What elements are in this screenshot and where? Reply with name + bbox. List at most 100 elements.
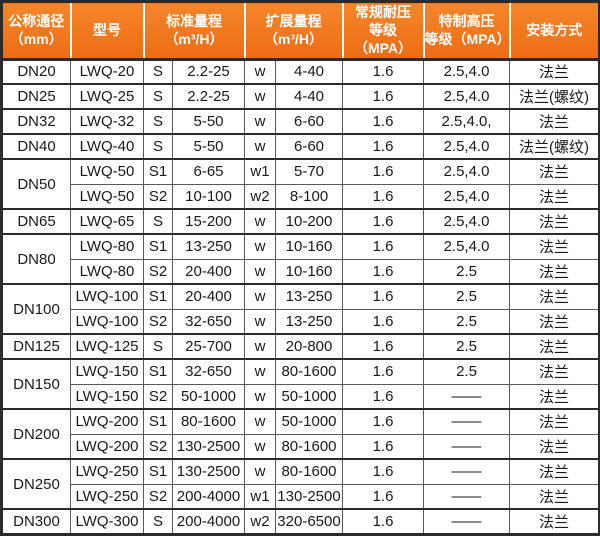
model-cell: LWQ-50 <box>70 183 144 210</box>
model-cell: LWQ-40 <box>70 133 144 160</box>
header-installation: 安装方式 <box>508 0 600 61</box>
high-pressure-cell: —— <box>423 383 510 410</box>
table-row: DN80 LWQ-80 S1 13-250 w 10-160 1.6 2.5,4.0 法兰 <box>1 233 600 285</box>
std-range-cell: 32-650 <box>172 308 245 335</box>
ext-range-cell: 10-160 <box>275 258 343 285</box>
std-pressure-cell: 1.6 <box>342 308 424 335</box>
high-pressure-cell: 2.5,4.0 <box>423 83 510 110</box>
ext-range-cell: 13-250 <box>275 308 343 335</box>
header-text: 标准量程 <box>166 13 222 30</box>
ext-range-cell: 20-800 <box>275 333 343 360</box>
ext-code-cell: w <box>244 208 276 235</box>
install-cell: 法兰 <box>509 333 600 360</box>
std-pressure-cell: 1.6 <box>342 83 424 110</box>
install-cell: 法兰 <box>509 458 600 485</box>
install-cell: 法兰(螺纹) <box>509 133 600 160</box>
ext-range-cell: 80-1600 <box>275 358 343 385</box>
table-row: DN20 LWQ-20 S 2.2-25 w 4-40 1.6 2.5,4.0 法兰 <box>1 58 600 85</box>
header-high-pressure: 特制高压 等级（MPA） <box>422 0 511 61</box>
header-text: （mm） <box>9 31 63 48</box>
install-cell: 法兰 <box>509 508 600 535</box>
table-row: LWQ-50 S2 10-100 w2 8-100 1.6 2.5,4.0 法兰 <box>2 183 600 210</box>
std-code-cell: S1 <box>143 283 173 310</box>
header-text: 常规耐压 <box>355 4 411 20</box>
high-pressure-cell: —— <box>423 508 510 535</box>
model-cell: LWQ-20 <box>70 58 144 85</box>
std-pressure-cell: 1.6 <box>342 233 424 260</box>
ext-range-cell: 50-1000 <box>275 383 343 410</box>
ext-range-cell: 8-100 <box>275 183 343 210</box>
model-cell: LWQ-150 <box>70 358 144 385</box>
high-pressure-cell: 2.5 <box>423 358 510 385</box>
model-cell: LWQ-80 <box>70 258 144 285</box>
model-cell: LWQ-150 <box>70 383 144 410</box>
ext-range-cell: 5-70 <box>275 158 343 185</box>
high-pressure-cell: 2.5 <box>423 333 510 360</box>
ext-code-cell: w <box>244 258 276 285</box>
std-range-cell: 80-1600 <box>172 408 245 435</box>
install-cell: 法兰 <box>509 383 600 410</box>
table-row: DN100 LWQ-100 S1 20-400 w 13-250 1.6 2.5 法兰 <box>1 283 600 335</box>
header-text: 型号 <box>93 22 121 39</box>
table-row: DN300 LWQ-300 S 200-4000 w2 320-6500 1.6 —— 法兰 <box>1 508 600 535</box>
table-row: DN25 LWQ-25 S 2.2-25 w 4-40 1.6 2.5,4.0 法兰(螺纹) <box>1 83 600 110</box>
ext-range-cell: 4-40 <box>275 58 343 85</box>
table-row: LWQ-250 S2 200-4000 w1 130-2500 1.6 —— 法兰 <box>2 483 600 510</box>
install-cell: 法兰 <box>509 183 600 210</box>
high-pressure-cell: 2.5 <box>423 258 510 285</box>
model-cell: LWQ-50 <box>70 158 144 185</box>
std-code-cell: S2 <box>143 483 173 510</box>
std-range-cell: 25-700 <box>172 333 245 360</box>
diameter-cell: DN40 <box>1 133 71 160</box>
install-cell: 法兰 <box>509 433 600 460</box>
high-pressure-cell: 2.5,4.0 <box>423 183 510 210</box>
std-range-cell: 6-65 <box>172 158 245 185</box>
std-range-cell: 130-2500 <box>172 433 245 460</box>
table-row: DN65 LWQ-65 S 15-200 w 10-200 1.6 2.5,4.0 法兰 <box>1 208 600 235</box>
std-code-cell: S1 <box>143 233 173 260</box>
header-row: 公称通径 （mm） 型号 标准量程 （m³/H） 扩展量程 （m³/H） 常规耐… <box>0 0 600 61</box>
ext-code-cell: w <box>244 408 276 435</box>
header-text: （m³/H） <box>263 31 324 48</box>
std-code-cell: S1 <box>143 158 173 185</box>
ext-code-cell: w1 <box>244 158 276 185</box>
table-row: LWQ-200 S2 130-2500 w 80-1600 1.6 —— 法兰 <box>2 433 600 460</box>
diameter-cell: DN80 <box>1 233 71 285</box>
header-text: 安装方式 <box>526 22 583 39</box>
table-row: DN125 LWQ-125 S 25-700 w 20-800 1.6 2.5 法兰 <box>1 333 600 360</box>
header-text: （m³/H） <box>164 31 224 48</box>
install-cell: 法兰 <box>509 258 600 285</box>
table-row: DN250 LWQ-250 S1 130-2500 w 80-1600 1.6 —— 法兰 <box>1 458 600 510</box>
std-range-cell: 15-200 <box>172 208 245 235</box>
ext-code-cell: w <box>244 433 276 460</box>
std-code-cell: S <box>143 208 173 235</box>
header-standard-range: 标准量程 （m³/H） <box>142 0 246 61</box>
std-pressure-cell: 1.6 <box>342 458 424 485</box>
install-cell: 法兰 <box>509 358 600 385</box>
std-code-cell: S <box>143 333 173 360</box>
std-code-cell: S2 <box>143 308 173 335</box>
model-cell: LWQ-65 <box>70 208 144 235</box>
std-range-cell: 32-650 <box>172 358 245 385</box>
model-cell: LWQ-25 <box>70 83 144 110</box>
header-text: 公称通径 <box>8 13 65 30</box>
std-code-cell: S <box>143 58 173 85</box>
model-cell: LWQ-250 <box>70 458 144 485</box>
model-cell: LWQ-200 <box>70 408 144 435</box>
high-pressure-cell: 2.5,4.0 <box>423 158 510 185</box>
model-cell: LWQ-80 <box>70 233 144 260</box>
ext-code-cell: w <box>244 283 276 310</box>
std-range-cell: 20-400 <box>172 283 245 310</box>
install-cell: 法兰 <box>509 58 600 85</box>
std-pressure-cell: 1.6 <box>342 408 424 435</box>
model-cell: LWQ-125 <box>70 333 144 360</box>
ext-range-cell: 80-1600 <box>275 458 343 485</box>
model-cell: LWQ-250 <box>70 483 144 510</box>
diameter-cell: DN25 <box>1 83 71 110</box>
std-range-cell: 130-2500 <box>172 458 245 485</box>
std-code-cell: S <box>143 83 173 110</box>
high-pressure-cell: 2.5,4.0 <box>423 58 510 85</box>
diameter-cell: DN65 <box>1 208 71 235</box>
std-pressure-cell: 1.6 <box>342 433 424 460</box>
